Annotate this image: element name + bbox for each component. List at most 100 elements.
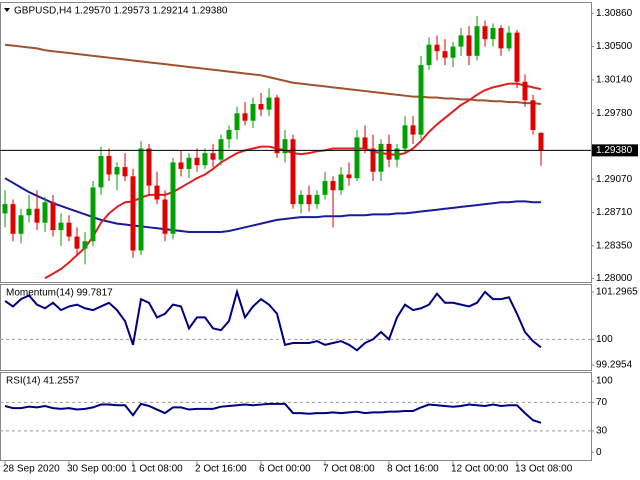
candle-body xyxy=(10,204,16,234)
candle-body xyxy=(138,148,144,251)
candle-body xyxy=(418,65,424,135)
x-tick-label: 7 Oct 08:00 xyxy=(323,464,375,475)
candle-body xyxy=(26,208,32,216)
candle-body xyxy=(106,155,112,175)
candle-body xyxy=(50,202,56,231)
candle-body xyxy=(346,174,352,179)
candle-body xyxy=(146,148,152,186)
candle-body xyxy=(330,180,336,191)
y-tick-label: 30 xyxy=(596,426,608,437)
last-price-label: 1.29380 xyxy=(596,145,633,156)
momentum-panel xyxy=(0,284,592,371)
candle-body xyxy=(362,137,368,149)
price-panel xyxy=(0,2,592,283)
candle-body xyxy=(394,148,400,160)
candle-body xyxy=(226,129,232,140)
candle-body xyxy=(58,222,64,231)
menu-arrow xyxy=(4,8,10,12)
candle-body xyxy=(170,162,176,234)
y-tick-label: 1.28000 xyxy=(596,273,633,284)
x-tick-label: 1 Oct 08:00 xyxy=(131,464,183,475)
candle-body xyxy=(274,97,280,154)
candle-body xyxy=(234,113,240,130)
candle-body xyxy=(530,100,536,130)
candle-body xyxy=(314,194,320,205)
x-tick-label: 30 Sep 00:00 xyxy=(67,464,127,475)
y-tick-label: 100 xyxy=(596,376,613,387)
candle-body xyxy=(98,155,104,188)
candle-body xyxy=(386,143,392,160)
indicator-line xyxy=(4,288,542,352)
candle-body xyxy=(154,185,160,200)
candle-body xyxy=(522,81,528,101)
candle-body xyxy=(410,125,416,135)
candle-body xyxy=(482,26,488,40)
candle-body xyxy=(250,104,256,121)
candle-body xyxy=(322,180,328,195)
candle-body xyxy=(290,139,296,205)
candle-body xyxy=(114,167,120,175)
y-tick-label: 100 xyxy=(596,334,613,345)
candle-body xyxy=(538,132,544,151)
moving-average xyxy=(4,43,542,106)
y-tick-label: 1.30860 xyxy=(596,8,633,19)
candle-body xyxy=(370,148,376,172)
candle-body xyxy=(210,153,216,160)
y-tick-label: 99.2954 xyxy=(596,360,633,371)
indicator-title: Momentum(14) 99.7817 xyxy=(6,288,113,299)
candle-body xyxy=(434,44,440,52)
x-tick-label: 13 Oct 08:00 xyxy=(515,464,573,475)
candle-body xyxy=(66,222,72,237)
candle-body xyxy=(74,236,80,249)
y-tick-label: 70 xyxy=(596,397,608,408)
candle-body xyxy=(490,28,496,40)
y-tick-label: 1.30500 xyxy=(596,41,633,52)
x-tick-label: 12 Oct 00:00 xyxy=(451,464,509,475)
x-tick-label: 6 Oct 00:00 xyxy=(259,464,311,475)
candle-body xyxy=(474,26,480,56)
candle-body xyxy=(450,46,456,58)
x-tick-label: 28 Sep 2020 xyxy=(3,464,60,475)
y-tick-label: 0 xyxy=(596,447,602,458)
indicator-title: RSI(14) 41.2557 xyxy=(6,376,80,387)
candle-body xyxy=(18,215,24,234)
candle-body xyxy=(514,32,520,82)
candle-body xyxy=(378,143,384,172)
y-tick-label: 1.30140 xyxy=(596,75,633,86)
candle-body xyxy=(298,194,304,205)
candle-body xyxy=(426,44,432,66)
candle-body xyxy=(90,187,96,242)
candle-body xyxy=(442,51,448,58)
candle-body xyxy=(218,139,224,160)
candle-body xyxy=(266,97,272,110)
candle-body xyxy=(34,208,40,223)
rsi-panel xyxy=(0,372,592,461)
candle-body xyxy=(162,199,168,234)
candle-body xyxy=(282,139,288,154)
candle-body xyxy=(458,35,464,47)
candle-body xyxy=(466,35,472,56)
y-tick-label: 1.28710 xyxy=(596,207,633,218)
candle-body xyxy=(402,125,408,149)
candle-body xyxy=(130,176,136,251)
indicator-line xyxy=(4,402,542,424)
candle-body xyxy=(82,241,88,249)
y-tick-label: 1.29780 xyxy=(596,108,633,119)
candle-body xyxy=(306,194,312,205)
candle-body xyxy=(354,137,360,179)
candle-body xyxy=(242,113,248,121)
candle-body xyxy=(42,202,48,223)
candle-body xyxy=(202,153,208,166)
candle-body xyxy=(506,32,512,49)
candle-body xyxy=(186,157,192,169)
candle-body xyxy=(122,167,128,177)
chart-title: GBPUSD,H4 1.29570 1.29573 1.29214 1.2938… xyxy=(14,6,228,17)
x-tick-label: 8 Oct 16:00 xyxy=(387,464,439,475)
x-tick-label: 2 Oct 16:00 xyxy=(195,464,247,475)
candle-body xyxy=(2,204,8,214)
candle-body xyxy=(178,162,184,169)
candle-body xyxy=(194,157,200,166)
y-tick-label: 1.28350 xyxy=(596,240,633,251)
